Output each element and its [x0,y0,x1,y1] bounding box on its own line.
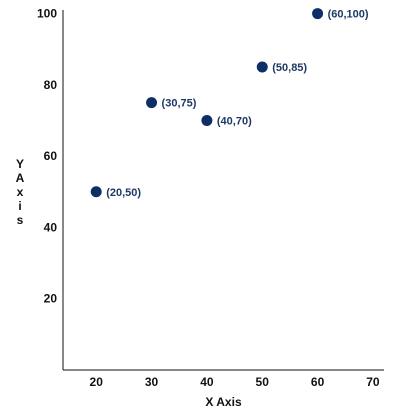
x-tick-label: 60 [311,375,325,389]
x-tick-labels: 20 30 40 50 60 70 [90,375,380,389]
axes [62,10,384,371]
y-tick-labels: 20 40 60 80 100 [37,7,57,306]
data-point [312,8,324,20]
y-tick-label: 20 [44,292,58,306]
x-tick-label: 30 [145,375,159,389]
point-label: (60,100) [328,9,369,21]
x-tick-label: 20 [90,375,104,389]
x-tick-label: 50 [256,375,270,389]
data-point [146,97,158,109]
data-point [201,114,213,126]
point-label: (50,85) [272,62,307,74]
x-axis-title: X Axis [205,395,242,409]
point-label: (40,70) [217,115,252,127]
y-tick-label: 100 [37,7,57,21]
data-point [256,61,268,73]
y-tick-label: 80 [44,78,58,92]
x-tick-label: 70 [366,375,380,389]
y-tick-label: 40 [44,220,58,234]
point-label: (30,75) [162,98,197,110]
data-points [90,8,324,198]
point-labels: (20,50) (30,75) (40,70) (50,85) (60,100) [106,9,369,199]
x-tick-label: 40 [200,375,214,389]
data-point [90,186,102,198]
point-label: (20,50) [106,187,141,199]
y-tick-label: 60 [44,149,58,163]
